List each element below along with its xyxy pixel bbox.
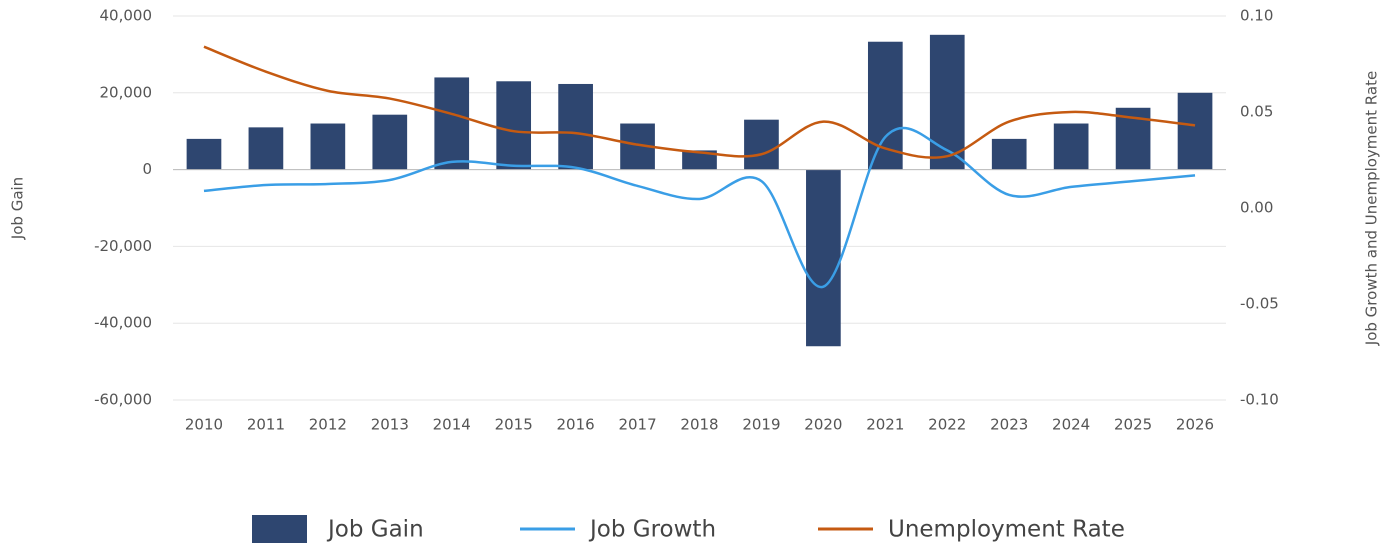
y-tick-label: 40,000 xyxy=(100,7,153,25)
bar xyxy=(496,81,532,170)
x-tick-label: 2024 xyxy=(1052,416,1090,434)
x-tick-label: 2026 xyxy=(1176,416,1214,434)
x-tick-label: 2010 xyxy=(185,416,223,434)
x-tick-label: 2015 xyxy=(495,416,533,434)
y-tick-label: -60,000 xyxy=(94,391,152,409)
x-tick-label: 2025 xyxy=(1114,416,1152,434)
bar xyxy=(867,41,903,170)
bar xyxy=(991,138,1027,170)
y-tick-label: -20,000 xyxy=(94,237,152,255)
y2-tick-label: 0.00 xyxy=(1240,199,1273,217)
x-tick-label: 2012 xyxy=(309,416,347,434)
bar xyxy=(682,150,717,170)
x-tick-label: 2016 xyxy=(557,416,595,434)
y-tick-label: -40,000 xyxy=(94,314,152,332)
x-tick-label: 2011 xyxy=(247,416,285,434)
y2-tick-label: -0.05 xyxy=(1240,295,1279,313)
y-tick-label: 20,000 xyxy=(100,83,153,101)
x-tick-label: 2013 xyxy=(371,416,409,434)
x-tick-label: 2020 xyxy=(804,416,842,434)
bar xyxy=(806,169,841,347)
y2-axis-title: Job Growth and Unemployment Rate xyxy=(1363,71,1381,346)
y-axis-title: Job Gain xyxy=(9,177,27,240)
bar xyxy=(434,77,470,170)
x-tick-label: 2021 xyxy=(866,416,904,434)
x-tick-label: 2019 xyxy=(742,416,780,434)
bar xyxy=(186,138,222,170)
y-tick-label: 0 xyxy=(142,160,152,178)
y2-tick-label: 0.10 xyxy=(1240,7,1273,25)
x-tick-label: 2017 xyxy=(618,416,656,434)
bar xyxy=(744,119,779,170)
legend-swatch xyxy=(252,515,307,543)
legend-label: Unemployment Rate xyxy=(888,517,1125,543)
y2-tick-label: 0.05 xyxy=(1240,103,1273,121)
bar xyxy=(248,127,284,170)
x-tick-label: 2014 xyxy=(433,416,471,434)
bar xyxy=(929,34,965,170)
bar xyxy=(372,114,408,170)
y2-tick-label: -0.10 xyxy=(1240,391,1279,409)
x-tick-label: 2018 xyxy=(680,416,718,434)
bar xyxy=(1053,123,1089,170)
bar xyxy=(310,123,346,170)
line xyxy=(203,126,1196,288)
x-tick-label: 2023 xyxy=(990,416,1028,434)
legend-label: Job Gain xyxy=(326,517,424,543)
legend-label: Job Growth xyxy=(588,517,716,543)
line xyxy=(203,45,1196,159)
bar xyxy=(1177,92,1213,170)
bar xyxy=(558,83,593,170)
x-tick-label: 2022 xyxy=(928,416,966,434)
